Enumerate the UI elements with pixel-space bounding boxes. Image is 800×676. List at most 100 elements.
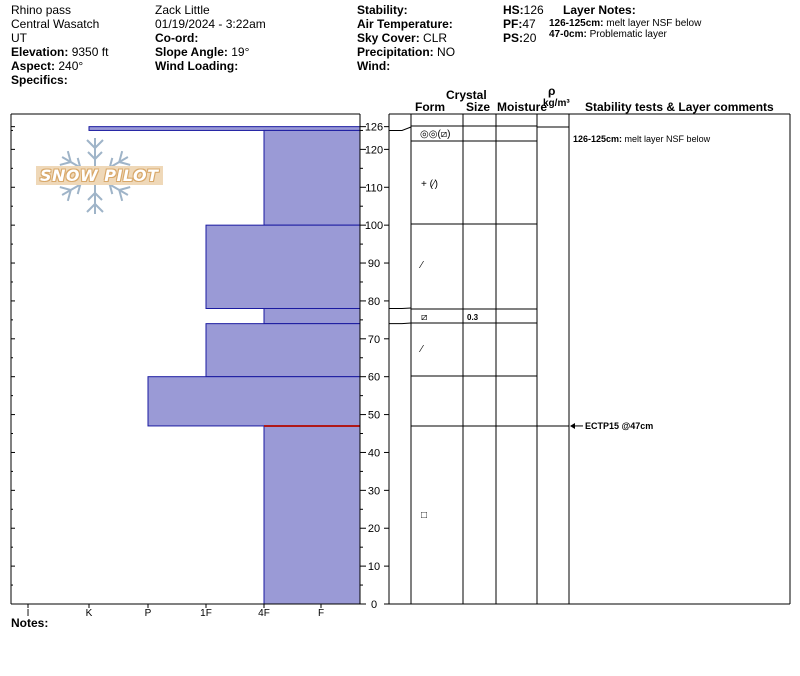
- depth-tick-label: 60: [368, 372, 380, 384]
- hardness-tick-label: F: [318, 608, 324, 619]
- hardness-bar: [205, 224, 361, 309]
- stability-label: Stability:: [357, 3, 408, 17]
- hardness-axis: I K P 1F 4F F: [27, 604, 324, 619]
- layer-connector: [389, 126, 412, 131]
- hardness-tick-label: 4F: [258, 608, 270, 619]
- aspect: Aspect: 240°: [11, 59, 83, 73]
- layer-boundaries: [389, 125, 569, 427]
- precip-value: NO: [437, 45, 456, 59]
- state: UT: [11, 31, 27, 45]
- wind-label: Wind:: [357, 59, 391, 73]
- depth-tick-label: 30: [368, 485, 380, 497]
- crystal-form-symbol: □: [421, 510, 427, 521]
- layer-comment: 126-125cm: melt layer NSF below: [573, 134, 711, 144]
- layer-note-2-text: Problematic layer: [589, 29, 667, 40]
- col-comments: Stability tests & Layer comments: [585, 100, 774, 114]
- col-rho: ρ: [548, 84, 556, 98]
- air-temp-label: Air Temperature:: [357, 17, 453, 31]
- pf-value: 47: [522, 17, 536, 31]
- crystal-form-symbol: ⁄: [418, 260, 424, 271]
- crystal-size-value: 0.3: [467, 313, 479, 322]
- col-size: Size: [466, 100, 491, 114]
- depth-tick-label: 50: [368, 410, 380, 422]
- plot-frame: [10, 113, 361, 605]
- depth-tick-label: 0: [371, 599, 377, 611]
- hardness-bars: [88, 126, 361, 605]
- layer-connector: [389, 322, 412, 325]
- depth-tick-label: 126: [365, 122, 383, 134]
- logo-text: SNOW PILOT: [36, 166, 163, 185]
- hs-value: 126: [523, 3, 544, 17]
- notes-label: Notes:: [11, 616, 49, 630]
- elevation-label: Elevation:: [11, 45, 69, 59]
- col-moisture: Moisture: [497, 100, 548, 114]
- depth-tick-label: 120: [365, 144, 383, 156]
- hardness-tick-label: 1F: [200, 608, 212, 619]
- elevation: Elevation: 9350 ft: [11, 45, 108, 59]
- ps: PS:20: [503, 31, 536, 45]
- datetime: 01/19/2024 - 3:22am: [155, 17, 266, 31]
- depth-tick-label: 70: [368, 334, 380, 346]
- crystal-form-symbol: + (⁄): [421, 179, 438, 190]
- hardness-tick-label: P: [145, 608, 152, 619]
- crystal-forms: ◎◎(⧄) + (⁄) ⁄ ⧄ ⁄ □: [418, 129, 450, 521]
- sky-cover-value: CLR: [423, 31, 448, 45]
- hardness-bar: [263, 425, 361, 605]
- col-density-unit: kg/m³: [543, 98, 570, 109]
- range: Central Wasatch: [11, 17, 100, 31]
- layer-note-1-range: 126-125cm:: [549, 18, 604, 29]
- stability-comments: 126-125cm: melt layer NSF below ECTP15 @4…: [570, 134, 711, 431]
- sky-cover: Sky Cover: CLR: [357, 31, 447, 45]
- sky-cover-label: Sky Cover:: [357, 31, 420, 45]
- layer-note-1: 126-125cm: melt layer NSF below: [549, 18, 701, 29]
- layer-note-2: 47-0cm: Problematic layer: [549, 29, 667, 40]
- hardness-tick-label: K: [86, 608, 93, 619]
- col-form: Form: [415, 100, 445, 114]
- ps-value: 20: [523, 31, 537, 45]
- crystal-form-symbol: ⧄: [421, 312, 427, 323]
- depth-tick-label: 100: [365, 220, 383, 232]
- crystal-form-symbol: ◎◎(⧄): [420, 129, 450, 140]
- wind-loading-label: Wind Loading:: [155, 59, 239, 73]
- aspect-value: 240°: [58, 59, 84, 73]
- aspect-label: Aspect:: [11, 59, 56, 73]
- col-crystal: Crystal: [446, 88, 487, 102]
- hardness-bar: [263, 129, 361, 226]
- slope-value: 19°: [231, 45, 250, 59]
- depth-tick-label: 10: [368, 561, 380, 573]
- hs: HS:126: [503, 3, 544, 17]
- layer-note-2-range: 47-0cm:: [549, 29, 587, 40]
- hardness-bar: [88, 126, 361, 131]
- ect-arrow-head: [570, 422, 575, 429]
- depth-tick-label: 80: [368, 296, 380, 308]
- pf-label: PF:: [503, 17, 523, 31]
- crystal-sizes: 0.3: [467, 313, 479, 322]
- hardness-bar: [205, 323, 361, 378]
- specifics-label: Specifics:: [11, 73, 68, 87]
- hardness-bar: [263, 307, 361, 325]
- snowpilot-logo: SNOW PILOT: [34, 135, 163, 217]
- layer-notes-label: Layer Notes:: [563, 3, 636, 17]
- ps-label: PS:: [503, 31, 524, 45]
- depth-tick-label: 90: [368, 258, 380, 270]
- crystal-form-symbol: ⁄: [418, 344, 424, 355]
- hardness-bar: [147, 376, 361, 427]
- slope-label: Slope Angle:: [155, 45, 228, 59]
- depth-tick-label: 40: [368, 447, 380, 459]
- hardness-tick-label: I: [27, 608, 30, 619]
- location: Rhino pass: [11, 3, 72, 17]
- coord-label: Co-ord:: [155, 31, 199, 45]
- pf: PF:47: [503, 17, 536, 31]
- hs-label: HS:: [503, 3, 524, 17]
- depth-tick-label: 110: [365, 182, 383, 194]
- precipitation: Precipitation: NO: [357, 45, 455, 59]
- elevation-value: 9350 ft: [71, 45, 109, 59]
- observer: Zack Little: [155, 3, 210, 17]
- slope: Slope Angle: 19°: [155, 45, 249, 59]
- table-frame: [388, 113, 791, 605]
- depth-tick-label: 20: [368, 523, 380, 535]
- stability-test-label: ECTP15 @47cm: [585, 421, 653, 431]
- layer-note-1-text: melt layer NSF below: [606, 18, 702, 29]
- precip-label: Precipitation:: [357, 45, 434, 59]
